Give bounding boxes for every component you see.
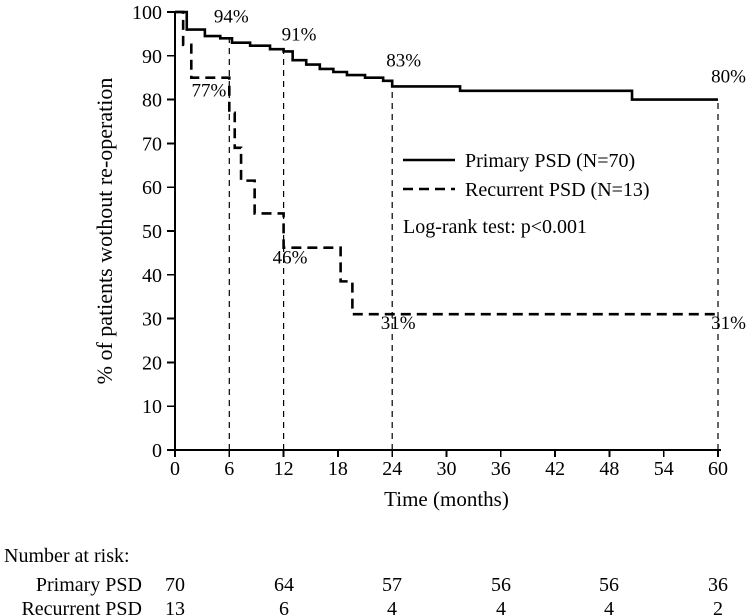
risk-value: 70 <box>165 574 185 596</box>
x-tick-label: 24 <box>382 458 402 480</box>
annotation-label: 83% <box>386 50 421 71</box>
legend-logrank-note: Log-rank test: p<0.001 <box>403 216 587 238</box>
annotation-label: 31% <box>381 313 416 334</box>
y-tick-label: 10 <box>142 396 162 418</box>
annotation-label: 46% <box>273 248 308 269</box>
legend-label-1: Recurrent PSD (N=13) <box>465 179 650 201</box>
y-tick-label: 50 <box>142 221 162 243</box>
x-tick-label: 30 <box>437 458 457 480</box>
risk-value: 4 <box>387 598 397 616</box>
y-tick-label: 30 <box>142 309 162 331</box>
risk-row-primary: Primary PSD 70 64 57 56 56 36 <box>0 574 750 598</box>
risk-value: 4 <box>604 598 614 616</box>
annotation-label: 80% <box>711 67 746 88</box>
annotation-label: 77% <box>191 81 226 102</box>
legend-label-0: Primary PSD (N=70) <box>465 150 635 172</box>
risk-value: 4 <box>496 598 506 616</box>
x-tick-label: 48 <box>599 458 619 480</box>
series-curve-0 <box>175 10 718 101</box>
y-tick-label: 100 <box>132 2 162 24</box>
y-tick-label: 0 <box>152 440 162 462</box>
risk-value: 6 <box>279 598 289 616</box>
risk-value: 56 <box>599 574 619 596</box>
y-tick-label: 70 <box>142 133 162 155</box>
risk-value: 13 <box>165 598 185 616</box>
risk-value: 64 <box>274 574 294 596</box>
x-tick-label: 60 <box>708 458 728 480</box>
series-curve-1 <box>175 10 718 316</box>
x-tick-label: 12 <box>274 458 294 480</box>
annotation-label: 31% <box>711 313 746 334</box>
x-tick-label: 36 <box>491 458 511 480</box>
y-axis-title: % of patients wothout re-operation <box>92 78 117 385</box>
x-tick-label: 0 <box>170 458 180 480</box>
risk-table-title: Number at risk: <box>4 545 130 567</box>
y-tick-label: 80 <box>142 90 162 112</box>
risk-value: 57 <box>382 574 402 596</box>
x-axis-title: Time (months) <box>384 487 509 511</box>
y-tick-label: 40 <box>142 265 162 287</box>
x-tick-label: 6 <box>224 458 234 480</box>
y-tick-label: 90 <box>142 46 162 68</box>
x-tick-label: 42 <box>545 458 565 480</box>
risk-value: 56 <box>491 574 511 596</box>
risk-value: 36 <box>708 574 728 596</box>
y-tick-label: 60 <box>142 177 162 199</box>
x-tick-label: 54 <box>654 458 674 480</box>
x-tick-label: 18 <box>328 458 348 480</box>
y-tick-label: 20 <box>142 352 162 374</box>
risk-row-label: Recurrent PSD <box>21 598 142 616</box>
risk-value: 2 <box>713 598 723 616</box>
risk-row-recurrent: Recurrent PSD 13 6 4 4 4 2 <box>0 598 750 616</box>
annotation-label: 91% <box>282 24 317 45</box>
annotation-label: 94% <box>214 6 249 27</box>
risk-row-label: Primary PSD <box>35 574 142 596</box>
